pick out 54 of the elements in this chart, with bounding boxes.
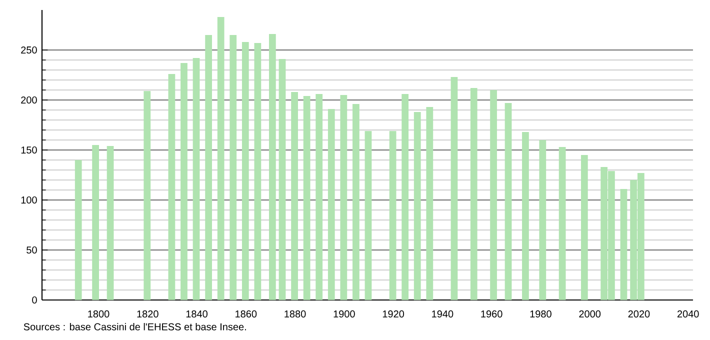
bar bbox=[144, 91, 151, 300]
bar bbox=[192, 58, 200, 300]
bar bbox=[539, 140, 546, 300]
y-tick-label: 200 bbox=[21, 96, 37, 104]
x-tick-label: 2040 bbox=[677, 310, 699, 318]
bar bbox=[328, 109, 335, 300]
x-tick-label: 2000 bbox=[579, 310, 601, 318]
bar bbox=[168, 74, 176, 300]
x-tick-label: 1960 bbox=[481, 310, 502, 318]
bar bbox=[558, 147, 566, 300]
bar bbox=[254, 43, 262, 300]
bar bbox=[450, 77, 458, 300]
bar bbox=[340, 95, 348, 300]
bar bbox=[414, 112, 421, 300]
y-tick-label: 0 bbox=[32, 296, 37, 304]
bar bbox=[426, 107, 434, 300]
bar bbox=[268, 34, 276, 300]
x-tick-label: 1800 bbox=[88, 310, 110, 318]
y-tick-label: 50 bbox=[26, 246, 37, 254]
bar bbox=[522, 132, 529, 300]
y-tick-label: 250 bbox=[21, 46, 37, 54]
y-tick-label: 150 bbox=[21, 146, 37, 154]
x-tick-label: 1840 bbox=[186, 310, 208, 318]
bar bbox=[470, 88, 478, 300]
bar bbox=[389, 131, 396, 300]
bar bbox=[303, 96, 310, 300]
bar bbox=[205, 35, 212, 300]
bar bbox=[620, 189, 628, 300]
bar bbox=[291, 92, 298, 300]
bar bbox=[230, 35, 237, 300]
x-tick-label: 1820 bbox=[137, 310, 158, 318]
x-tick-label: 1940 bbox=[432, 310, 454, 318]
bar bbox=[490, 90, 497, 300]
source-note: Sources : base Cassini de l'EHESS et base Insee. bbox=[24, 323, 246, 330]
bar bbox=[180, 63, 188, 300]
x-tick-label: 1980 bbox=[530, 310, 552, 318]
bar bbox=[242, 42, 249, 300]
bar bbox=[504, 103, 512, 300]
y-tick-label: 100 bbox=[21, 196, 37, 204]
x-tick-label: 1860 bbox=[236, 310, 257, 318]
bar bbox=[316, 94, 323, 300]
x-tick-label: 1920 bbox=[382, 310, 404, 318]
bar bbox=[217, 17, 224, 300]
x-tick-label: 1880 bbox=[284, 310, 306, 318]
bar bbox=[278, 59, 286, 300]
bar bbox=[580, 155, 588, 300]
x-tick-label: 1900 bbox=[334, 310, 355, 318]
bar bbox=[402, 94, 409, 300]
bar bbox=[92, 145, 99, 300]
bar bbox=[106, 146, 114, 300]
x-tick-label: 2020 bbox=[628, 310, 650, 318]
bar bbox=[74, 160, 82, 300]
bar bbox=[352, 104, 360, 300]
bar bbox=[364, 131, 372, 300]
